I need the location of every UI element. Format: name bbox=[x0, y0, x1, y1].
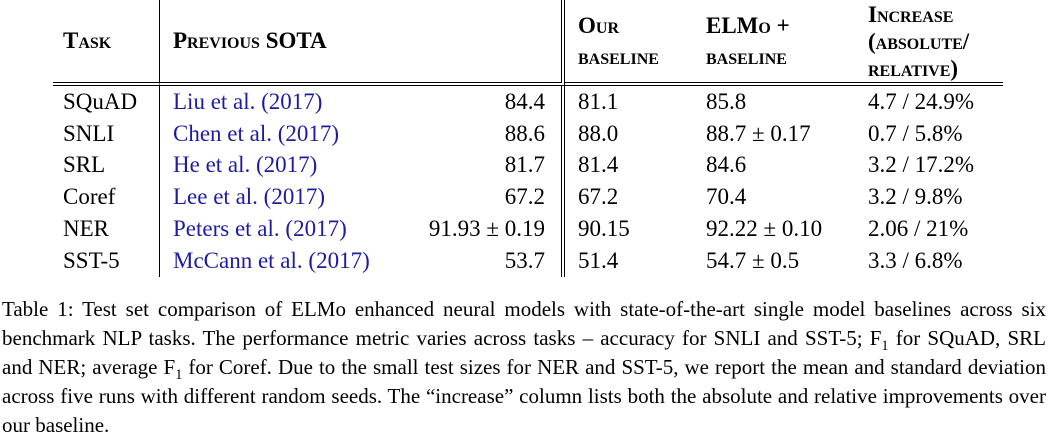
increase-cell: 2.06 / 21% bbox=[868, 216, 969, 242]
task-cell: NER bbox=[53, 213, 160, 245]
citation-link[interactable]: Lee et al. (2017) bbox=[173, 184, 325, 210]
task-cell: SRL bbox=[53, 149, 160, 182]
elmo-baseline-cell: 88.7 ± 0.17 bbox=[706, 120, 811, 146]
column-header-our-baseline-line2: baseline bbox=[578, 44, 659, 69]
column-header-elmo-baseline-line2: baseline bbox=[706, 44, 787, 69]
caption-text-part3: for Coref. Due to the small test sizes f… bbox=[2, 355, 1046, 436]
task-label: SQuAD bbox=[63, 88, 138, 114]
elmo-baseline-cell: 70.4 bbox=[706, 184, 747, 210]
results-table: Task Previous SOTA Our baseline ELMo + b… bbox=[53, 0, 1003, 277]
column-header-task: Task bbox=[53, 0, 160, 86]
elmo-baseline-cell: 92.22 ± 0.10 bbox=[706, 216, 823, 242]
column-header-elmo-baseline: ELMo + baseline bbox=[693, 0, 855, 86]
our-baseline-cell: 81.4 bbox=[578, 152, 619, 178]
column-header-previous-sota: Previous SOTA bbox=[160, 0, 565, 86]
citation-link[interactable]: Peters et al. (2017) bbox=[173, 216, 347, 242]
increase-cell: 3.3 / 6.8% bbox=[868, 247, 963, 273]
our-baseline-cell: 88.0 bbox=[578, 120, 619, 146]
citation-link[interactable]: Liu et al. (2017) bbox=[173, 88, 323, 114]
elmo-baseline-cell: 84.6 bbox=[706, 152, 747, 178]
caption-text-part2: for SQuAD, SRL and NER; average F bbox=[2, 326, 1046, 379]
previous-sota-cell: Chen et al. (2017) 88.6 bbox=[160, 117, 565, 150]
our-baseline-cell: 90.15 bbox=[578, 216, 630, 242]
previous-sota-cell: Peters et al. (2017) 91.93 ± 0.19 bbox=[160, 213, 565, 245]
column-header-increase-line3: relative) bbox=[868, 55, 959, 81]
previous-sota-cell: Lee et al. (2017) 67.2 bbox=[160, 181, 565, 214]
caption-f1-subscript: 1 bbox=[175, 367, 183, 384]
caption-f1-subscript: 1 bbox=[881, 338, 889, 355]
sota-value: 81.7 bbox=[504, 152, 545, 178]
our-baseline-cell: 51.4 bbox=[578, 247, 619, 273]
our-baseline-cell: 81.1 bbox=[578, 88, 619, 114]
sota-value: 88.6 bbox=[504, 120, 545, 146]
task-cell: Coref bbox=[53, 181, 160, 214]
task-label: SRL bbox=[63, 152, 106, 178]
sota-value: 53.7 bbox=[504, 247, 545, 273]
increase-cell: 3.2 / 9.8% bbox=[868, 184, 963, 210]
caption-text-part1: Table 1: Test set comparison of ELMo enh… bbox=[2, 297, 1046, 350]
elmo-baseline-cell: 85.8 bbox=[706, 88, 747, 114]
our-baseline-cell: 67.2 bbox=[578, 184, 619, 210]
previous-sota-cell: He et al. (2017) 81.7 bbox=[160, 149, 565, 182]
sota-value: 67.2 bbox=[504, 184, 545, 210]
elmo-baseline-cell: 54.7 ± 0.5 bbox=[706, 247, 800, 273]
increase-cell: 3.2 / 17.2% bbox=[868, 152, 975, 178]
task-cell: SST-5 bbox=[53, 244, 160, 277]
increase-cell: 0.7 / 5.8% bbox=[868, 120, 963, 146]
column-header-increase-line1: Increase bbox=[868, 1, 954, 27]
citation-link[interactable]: Chen et al. (2017) bbox=[173, 120, 340, 146]
column-header-increase-line2: (absolute/ bbox=[868, 28, 970, 54]
task-cell: SQuAD bbox=[53, 86, 160, 118]
column-header-elmo-baseline-line1: ELMo + bbox=[706, 13, 790, 38]
increase-cell: 4.7 / 24.9% bbox=[868, 88, 975, 114]
previous-sota-cell: Liu et al. (2017) 84.4 bbox=[160, 86, 565, 118]
task-label: SNLI bbox=[63, 120, 115, 146]
task-cell: SNLI bbox=[53, 117, 160, 150]
column-header-task-label: Task bbox=[63, 28, 112, 53]
task-label: NER bbox=[63, 216, 109, 242]
sota-value: 84.4 bbox=[504, 88, 545, 114]
column-header-previous-sota-label: Previous SOTA bbox=[173, 28, 327, 53]
column-header-increase: Increase (absolute/ relative) bbox=[855, 0, 1003, 86]
column-header-our-baseline-line1: Our bbox=[578, 13, 619, 38]
citation-link[interactable]: McCann et al. (2017) bbox=[173, 247, 370, 273]
task-label: SST-5 bbox=[63, 247, 120, 273]
column-header-our-baseline: Our baseline bbox=[565, 0, 693, 86]
task-label: Coref bbox=[63, 184, 116, 210]
sota-value: 91.93 ± 0.19 bbox=[428, 216, 545, 242]
previous-sota-cell: McCann et al. (2017) 53.7 bbox=[160, 244, 565, 277]
table-caption: Table 1: Test set comparison of ELMo enh… bbox=[2, 295, 1046, 436]
citation-link[interactable]: He et al. (2017) bbox=[173, 152, 318, 178]
